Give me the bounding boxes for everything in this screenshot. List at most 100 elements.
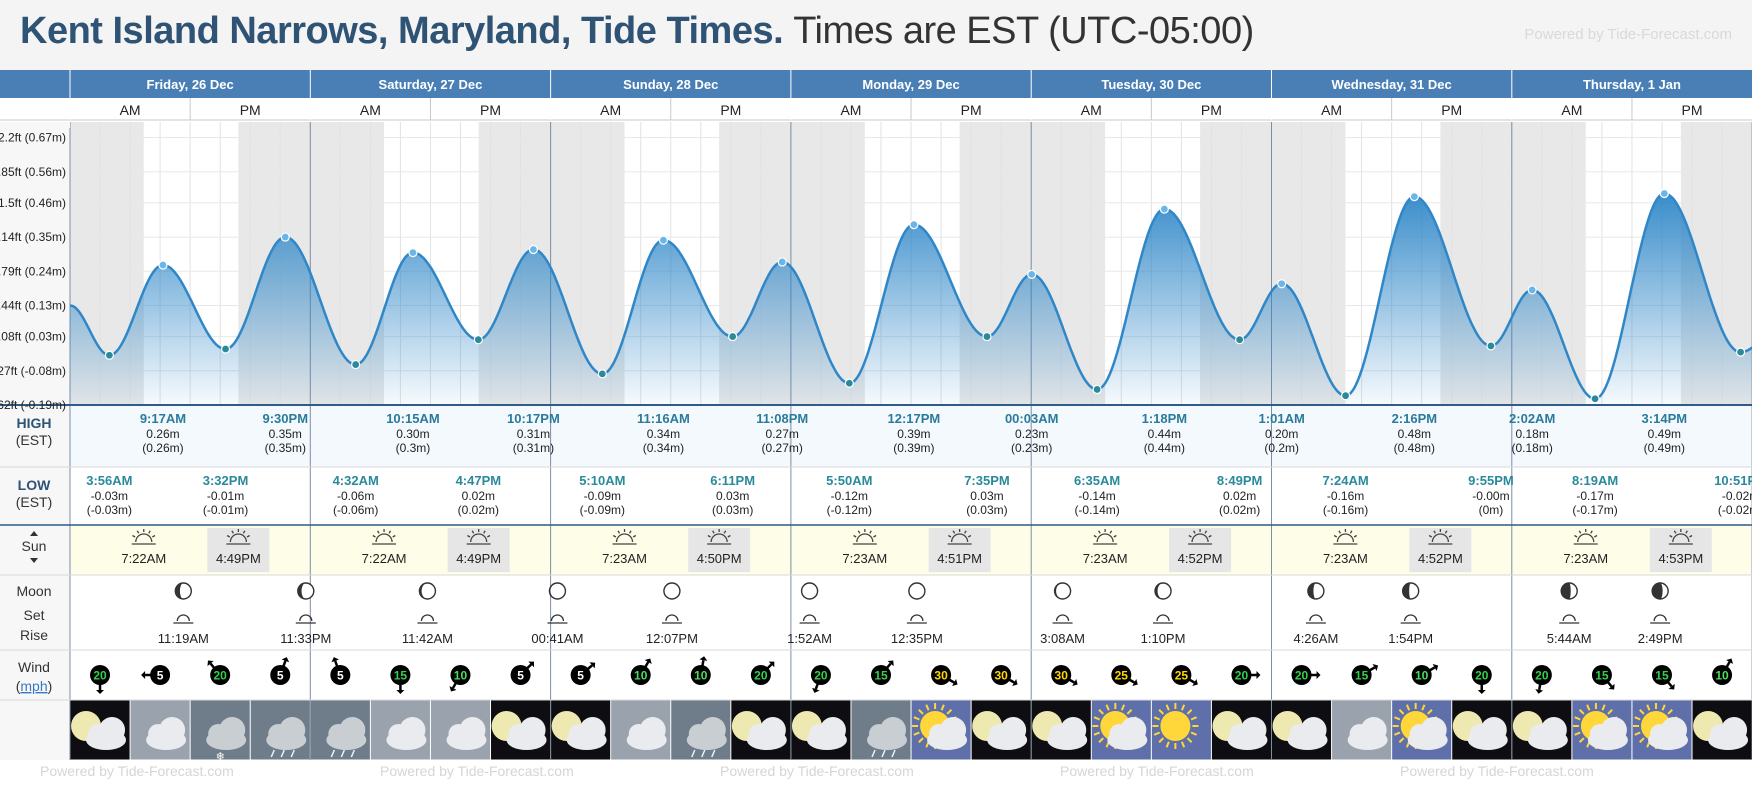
low-tide-point[interactable]: [1092, 384, 1102, 395]
wind-speed: 25: [1175, 669, 1189, 683]
low-tide-height: -0.14m: [1078, 489, 1115, 503]
high-tide-point[interactable]: [777, 257, 787, 267]
high-tide-height-alt: (0.35m): [265, 441, 306, 455]
sunset-time: 4:51PM: [937, 551, 982, 566]
moon-label: Moon: [16, 583, 51, 599]
wind-speed: 30: [1055, 669, 1069, 683]
wind-arrow-icon: [1051, 665, 1078, 686]
moon-phase-icon: [1053, 582, 1072, 600]
high-tide-point[interactable]: [408, 248, 418, 258]
moonrise-time: 12:07PM: [646, 631, 698, 646]
weather-cloudy-night-icon: [1031, 700, 1091, 760]
low-tide-time: 4:47PM: [456, 473, 502, 488]
low-tide-height-alt: (-0.02m): [1718, 503, 1752, 517]
sunrise-icon: [852, 529, 877, 545]
moonset-time: 5:44AM: [1547, 631, 1592, 646]
high-tide-point[interactable]: [158, 260, 168, 270]
wind-speed: 15: [1355, 669, 1369, 683]
high-tide-height-alt: (0.26m): [142, 441, 183, 455]
moonrise-icon: [1650, 614, 1671, 624]
low-label: LOW: [18, 477, 51, 493]
footer-watermark: Powered by Tide-Forecast.com: [720, 763, 914, 779]
sunset-time: 4:49PM: [216, 551, 261, 566]
low-tide-point[interactable]: [351, 359, 361, 370]
wind-arrow-icon: [90, 665, 111, 694]
sunset-cell: [688, 528, 751, 572]
ampm-label: AM: [1561, 102, 1582, 118]
moon-phase-icon: [418, 582, 437, 600]
low-tide-point[interactable]: [1735, 347, 1746, 357]
wind-speed: 10: [1415, 669, 1429, 683]
high-tide-point[interactable]: [909, 220, 919, 230]
weather-cloudy-night-icon: [1692, 700, 1752, 760]
weather-sun-cloud-icon: [1091, 700, 1151, 760]
sunset-cell: [928, 528, 991, 572]
high-tide-point[interactable]: [1027, 269, 1037, 279]
sunrise-time: 7:23AM: [1323, 551, 1368, 566]
footer-watermark: Powered by Tide-Forecast.com: [1060, 763, 1254, 779]
y-top-mask: [0, 122, 70, 128]
high-tide-point[interactable]: [1159, 204, 1169, 214]
wind-arrow-icon: [871, 660, 894, 685]
sunset-cell: [207, 528, 270, 572]
weather-cloudy-night-icon: [731, 700, 791, 760]
wind-speed: 10: [634, 669, 648, 683]
low-tide-point[interactable]: [1590, 394, 1600, 404]
wind-speed: 20: [1235, 669, 1249, 683]
low-tide-point[interactable]: [1235, 335, 1245, 345]
low-tide-time: 4:32AM: [333, 473, 379, 488]
low-tide-time: 7:24AM: [1322, 473, 1368, 488]
low-tide-point[interactable]: [728, 331, 738, 342]
wind-speed: 20: [93, 669, 107, 683]
sunset-time: 4:52PM: [1178, 551, 1223, 566]
low-tide-height-alt: (0.02m): [1219, 503, 1260, 517]
high-tide-point[interactable]: [1409, 192, 1419, 202]
moonset-icon: [1305, 614, 1326, 624]
moonrise-time: 11:19AM: [158, 631, 209, 646]
low-tide-point[interactable]: [473, 335, 483, 345]
moonrise-label: Rise: [20, 627, 48, 643]
title-bar: Kent Island Narrows, Maryland, Tide Time…: [0, 0, 1752, 70]
wind-speed: 20: [1535, 669, 1549, 683]
high-tide-point[interactable]: [1659, 188, 1669, 199]
low-tide-point[interactable]: [1340, 391, 1351, 401]
weather-sun-icon: [1151, 700, 1211, 760]
ampm-label: PM: [961, 102, 982, 118]
high-tide-point[interactable]: [658, 235, 669, 245]
low-tide-point[interactable]: [597, 369, 607, 379]
low-tide-point[interactable]: [104, 350, 114, 360]
wind-speed: 10: [454, 669, 468, 683]
ampm-label: AM: [840, 102, 861, 118]
low-tide-point[interactable]: [844, 378, 854, 388]
wind-arrow-icon: [1591, 665, 1615, 690]
low-tide-time: 6:35AM: [1074, 473, 1120, 488]
low-tide-point[interactable]: [982, 331, 992, 342]
low-tide-height: -0.02m: [1722, 489, 1752, 503]
high-tide-point[interactable]: [1277, 279, 1287, 289]
low-tide-point[interactable]: [1486, 341, 1496, 351]
low-tide-height: -0.01m: [207, 489, 244, 503]
tide-area: [70, 193, 1752, 405]
high-tide-point[interactable]: [528, 244, 539, 255]
wind-unit: (mph): [16, 678, 53, 694]
low-tide-height-alt: (-0.14m): [1074, 503, 1119, 517]
ampm-label: PM: [240, 102, 261, 118]
sunset-cell: [447, 528, 510, 572]
left-column-bg: [0, 122, 70, 760]
high-tide-height-alt: (0.39m): [893, 441, 934, 455]
high-tide-height-alt: (0.44m): [1144, 441, 1185, 455]
powered-by-link[interactable]: Powered by Tide-Forecast.com: [1524, 26, 1732, 43]
low-tide-height: -0.16m: [1327, 489, 1364, 503]
wind-arrow-icon: [931, 665, 958, 686]
high-tide-point[interactable]: [280, 232, 290, 242]
weather-sun-cloud-icon: [1572, 700, 1632, 760]
low-tide-point[interactable]: [220, 344, 231, 354]
high-tide-time: 11:16AM: [637, 411, 690, 426]
sunrise-time: 7:23AM: [602, 551, 647, 566]
moonrise-icon: [417, 614, 438, 624]
low-tide-height: 0.02m: [1223, 489, 1256, 503]
high-tide-height-alt: (0.27m): [762, 441, 803, 455]
high-tide-point[interactable]: [1527, 285, 1537, 295]
wind-unit-link[interactable]: mph: [20, 678, 47, 694]
